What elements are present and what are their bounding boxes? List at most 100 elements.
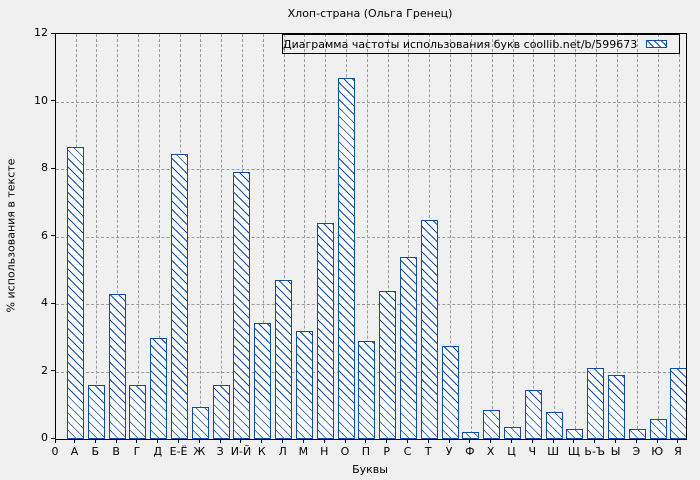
x-tick — [157, 439, 159, 443]
x-tick — [427, 439, 429, 443]
x-tick-label: А — [70, 445, 79, 458]
x-tick — [240, 439, 242, 443]
x-tick — [282, 439, 284, 443]
x-tick — [511, 439, 512, 443]
x-tick — [635, 439, 637, 443]
y-tick — [51, 167, 55, 169]
y-tick-label: 2 — [41, 363, 48, 377]
x-tick — [406, 439, 408, 443]
gridline-vertical — [512, 34, 514, 439]
x-tick — [573, 439, 575, 443]
x-axis-label: Буквы — [352, 463, 388, 476]
x-tick — [74, 439, 75, 443]
y-tick-label: 12 — [34, 26, 48, 39]
y-tick-label: 4 — [41, 296, 48, 309]
x-tick — [178, 439, 180, 443]
x-tick-label: Л — [278, 445, 287, 458]
x-tick-label: Н — [320, 445, 329, 458]
bar-К — [254, 322, 272, 439]
bar-Е-Ё — [171, 153, 189, 439]
bar-З — [212, 385, 230, 439]
gridline-vertical — [158, 34, 160, 439]
x-tick-label: Я — [674, 445, 682, 458]
gridline-vertical — [491, 34, 493, 439]
x-tick — [261, 439, 263, 443]
gridline-vertical — [574, 34, 576, 439]
bar-Ц — [504, 427, 521, 439]
x-tick-label: Д — [153, 445, 163, 458]
gridline-vertical — [658, 34, 660, 439]
gridline-vertical — [678, 34, 680, 439]
bar-Э — [628, 428, 646, 439]
bar-Г — [129, 385, 147, 439]
x-tick — [54, 439, 56, 443]
x-tick-label: К — [257, 445, 266, 458]
x-tick — [323, 439, 325, 443]
x-tick — [594, 439, 596, 443]
x-tick — [552, 439, 554, 443]
gridline-vertical — [387, 34, 389, 439]
y-tick — [51, 437, 55, 439]
x-tick — [531, 439, 533, 443]
legend-hatch-swatch — [646, 40, 667, 48]
x-tick-label: И-Й — [230, 445, 252, 458]
y-tick-label: 6 — [41, 228, 48, 242]
y-tick-label: 10 — [34, 93, 48, 107]
gridline-vertical — [450, 34, 452, 439]
gridline-vertical — [470, 34, 472, 439]
gridline-vertical — [366, 34, 368, 439]
bar-Ы — [608, 374, 626, 439]
x-tick-label: Ш — [547, 445, 560, 458]
x-tick-label: С — [403, 445, 412, 458]
x-tick-label: П — [361, 445, 370, 458]
bar-П — [358, 341, 376, 439]
x-tick-label: Ь-Ъ — [584, 445, 606, 458]
gridline-vertical — [616, 34, 618, 439]
y-tick-label: 8 — [41, 161, 48, 174]
bar-Щ — [566, 428, 584, 439]
x-tick-label: Г — [133, 445, 141, 458]
gridline-vertical — [96, 34, 98, 439]
y-tick — [51, 235, 55, 236]
bar-Н — [316, 223, 334, 439]
bar-Х — [483, 410, 501, 439]
x-tick — [677, 439, 679, 443]
legend-label: Диаграмма частоты использования букв coo… — [283, 37, 638, 51]
chart-title: Хлоп-страна (Ольга Гренец) — [287, 7, 453, 20]
x-tick-label: О — [340, 445, 350, 458]
gridline-vertical — [262, 34, 264, 439]
bar-И-Й — [233, 172, 251, 439]
gridline-vertical — [554, 34, 556, 439]
gridline-vertical — [595, 34, 597, 439]
y-tick — [51, 100, 55, 101]
bar-Ю — [649, 418, 667, 439]
gridline-vertical — [304, 34, 306, 439]
bar-Ь-Ъ — [587, 368, 605, 439]
gridline-vertical — [200, 34, 202, 439]
bar-А — [67, 147, 84, 439]
y-tick — [51, 302, 55, 304]
x-tick — [656, 439, 658, 443]
x-tick-label: Е-Ё — [169, 445, 188, 458]
x-tick-label: Б — [91, 445, 100, 458]
gridline-vertical — [221, 34, 223, 439]
gridline-vertical — [533, 34, 535, 439]
x-tick — [115, 439, 117, 443]
x-tick — [136, 439, 138, 443]
bar-Б — [87, 385, 105, 439]
gridline-horizontal — [56, 304, 686, 305]
bar-У — [441, 346, 459, 439]
x-tick-label: В — [112, 445, 120, 458]
bar-Л — [275, 280, 293, 439]
bar-М — [295, 331, 313, 439]
plot-area: Диаграмма частоты использования букв coo… — [55, 33, 687, 440]
gridline-horizontal — [56, 236, 686, 238]
bar-Д — [150, 337, 168, 439]
bar-Р — [379, 290, 397, 439]
x-tick-label: З — [216, 445, 224, 458]
gridline-horizontal — [56, 101, 686, 103]
bar-Т — [420, 219, 438, 439]
x-tick-label: Ц — [507, 445, 516, 458]
bar-С — [399, 256, 417, 439]
